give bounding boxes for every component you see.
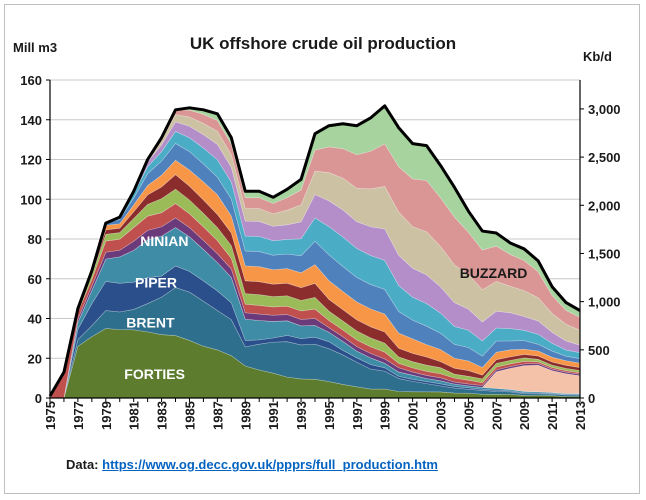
left-axis-tick-label: 40 [28,312,42,327]
x-axis-tick-label: 1999 [378,401,393,430]
x-axis-tick-label: 1985 [182,401,197,430]
x-axis-tick-label: 1977 [71,401,86,430]
annotation-forties: FORTIES [124,366,185,382]
annotation-piper: PIPER [135,275,177,291]
source-label: Data: [66,457,99,472]
right-axis-tick-label: 0 [588,391,595,406]
right-axis-tick-label: 1,500 [588,246,621,261]
x-axis-tick-label: 1991 [266,401,281,430]
x-axis-tick-label: 2011 [545,402,560,430]
left-axis-unit: Mill m3 [13,40,58,55]
x-axis-tick-label: 2013 [573,401,588,430]
chart-title: UK offshore crude oil production [189,34,457,53]
left-axis-tick-label: 80 [28,232,42,247]
left-axis-tick-label: 20 [28,351,42,366]
right-axis-tick-label: 2,000 [588,198,621,213]
left-axis-tick-label: 60 [28,272,42,287]
right-axis-unit: Kb/d [583,49,612,64]
left-axis-tick-label: 160 [20,73,42,88]
right-axis-tick-label: 500 [588,343,610,358]
x-axis-tick-label: 2009 [517,401,532,430]
source-link[interactable]: https://www.og.decc.gov.uk/ppprs/full_pr… [102,457,438,472]
right-axis-tick-label: 1,000 [588,295,621,310]
source-line: Data: https://www.og.decc.gov.uk/ppprs/f… [66,457,438,472]
x-axis-tick-label: 1997 [350,401,365,430]
x-axis-tick-label: 1993 [294,401,309,430]
right-axis-tick-label: 2,500 [588,150,621,165]
x-axis-tick-label: 1989 [238,401,253,430]
x-axis-tick-label: 2001 [406,401,421,430]
x-axis-tick-label: 1981 [127,401,142,430]
x-axis-tick-label: 1975 [43,401,58,430]
left-axis-tick-label: 120 [20,153,42,168]
x-axis-tick-label: 1983 [155,401,170,430]
left-axis-tick-label: 140 [20,113,42,128]
left-axis-tick-label: 0 [35,391,42,406]
x-axis-tick-label: 2003 [434,401,449,430]
x-axis-tick-label: 1995 [322,401,337,430]
annotation-buzzard: BUZZARD [460,265,528,281]
annotation-brent: BRENT [126,314,175,330]
x-axis-tick-label: 1979 [99,401,114,430]
annotation-ninian: NINIAN [140,233,188,249]
total-production-line [48,104,581,397]
left-axis-tick-label: 100 [20,192,42,207]
x-axis-tick-label: 2007 [489,401,504,430]
x-axis-tick-label: 2005 [461,401,476,430]
x-axis-tick-label: 1987 [210,401,225,430]
right-axis-tick-label: 3,000 [588,102,621,117]
